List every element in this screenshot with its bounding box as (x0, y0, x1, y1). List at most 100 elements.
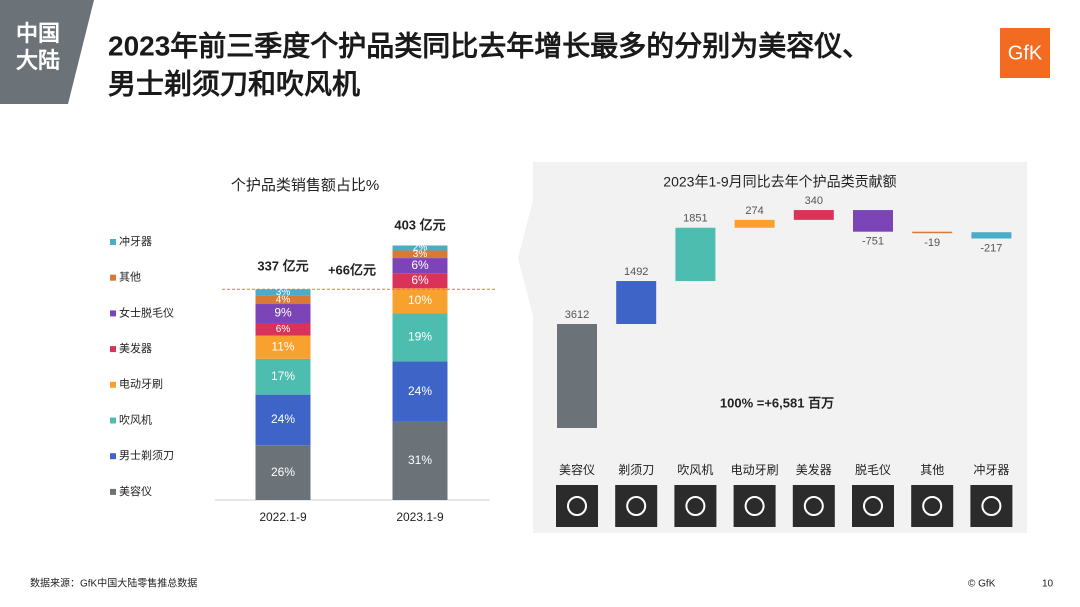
legend-label: 美发器 (119, 341, 152, 355)
source: 数据来源：GfK中国大陆零售推总数据 (30, 577, 197, 590)
x-tick-label: 冲牙器 (973, 462, 1009, 477)
x-tick-label: 2022.1-9 (259, 510, 307, 524)
legend-swatch (110, 381, 116, 388)
legend-label: 女士脱毛仪 (119, 305, 174, 319)
data-label: 26% (271, 465, 295, 479)
icon (970, 485, 1013, 527)
data-label: 6% (411, 273, 429, 287)
bar (734, 219, 775, 228)
data-label: -19 (924, 237, 940, 249)
bar (616, 281, 657, 324)
annotation: 100% =+6,581 百万 (720, 395, 834, 410)
data-label: 10% (408, 293, 432, 307)
icon-glyph (744, 496, 765, 516)
icon-glyph (981, 496, 1002, 516)
data-label: 274 (745, 205, 763, 217)
icon (792, 485, 835, 527)
bar (675, 227, 716, 282)
icon-glyph (803, 496, 824, 516)
legend-swatch (110, 239, 116, 245)
data-label: 340 (805, 195, 823, 207)
legend-swatch (110, 346, 116, 353)
tag: 大陆 (16, 48, 60, 73)
data-label: 1492 (624, 266, 648, 278)
title: 2023年前三季度个护品类同比去年增长最多的分别为美容仪、 (108, 29, 870, 61)
x-tick-label: 脱毛仪 (855, 462, 891, 477)
data-label: 3612 (565, 309, 589, 321)
copyright: © GfK (968, 579, 996, 590)
annotation: +66亿元 (328, 262, 376, 277)
data-label: 19% (408, 330, 432, 344)
chart-title: 2023年1-9月同比去年个护品类贡献额 (663, 174, 896, 190)
pointer (518, 200, 533, 316)
icon-glyph (863, 496, 883, 516)
bar-segment (255, 358, 311, 395)
logo: GfK (1008, 42, 1043, 64)
title: 男士剃须刀和吹风机 (108, 68, 360, 99)
data-label: 4% (276, 294, 291, 305)
total-label: 403 亿元 (394, 217, 445, 232)
bar-segment (255, 322, 311, 336)
icon (615, 485, 658, 527)
data-label: 2% (413, 243, 428, 254)
icon (733, 485, 776, 527)
x-tick-label: 电动牙刷 (731, 463, 779, 477)
data-label: 6% (411, 258, 429, 272)
data-label: 24% (271, 412, 295, 426)
data-label: 9% (274, 306, 292, 320)
legend-swatch (110, 453, 116, 460)
icon (556, 485, 598, 527)
data-label: 11% (271, 339, 294, 353)
icon-glyph (626, 496, 647, 516)
bar-segment (255, 394, 311, 446)
data-label: -217 (980, 242, 1002, 254)
page-number: 10 (1042, 579, 1054, 590)
legend-label: 男士剃须刀 (119, 449, 174, 462)
bar-segment (392, 313, 448, 362)
bar-segment (392, 245, 448, 251)
legend-label: 其他 (119, 271, 141, 284)
data-label: -751 (862, 236, 884, 248)
icon (852, 485, 894, 527)
x-tick-label: 其他 (920, 463, 944, 477)
icon (911, 485, 954, 527)
legend-swatch (110, 488, 116, 495)
data-label: 24% (408, 384, 432, 398)
bar-segment (255, 295, 311, 305)
data-label: 3% (413, 249, 428, 260)
legend-label: 冲牙器 (119, 234, 152, 248)
icon (674, 485, 717, 527)
bar (557, 324, 597, 428)
data-label: 6% (276, 324, 291, 335)
bar-segment (392, 250, 448, 259)
data-label: 1851 (683, 213, 707, 225)
legend-label: 电动牙刷 (119, 378, 163, 391)
x-tick-label: 剃须刀 (618, 463, 654, 477)
data-label: 31% (408, 453, 432, 467)
bar-segment (392, 273, 448, 289)
icon-glyph (567, 496, 587, 516)
x-tick-label: 美容仪 (559, 462, 595, 477)
bar-segment (255, 304, 311, 323)
legend-swatch (110, 310, 116, 317)
bar (793, 210, 834, 220)
panel (533, 162, 1027, 533)
x-tick-label: 吹风机 (677, 463, 713, 477)
chart-title: 个护品类销售额占比% (231, 177, 379, 194)
bar-segment (392, 361, 448, 422)
total-label: 337 亿元 (257, 259, 308, 274)
tag: 中国 (16, 21, 60, 46)
legend-label: 美容仪 (119, 484, 152, 498)
x-tick-label: 美发器 (796, 462, 832, 477)
data-label: 3% (276, 287, 291, 298)
bar (853, 210, 893, 232)
bar (971, 232, 1012, 239)
bar-segment (255, 445, 311, 500)
icon-glyph (922, 496, 943, 516)
bar-segment (255, 289, 311, 296)
bar-segment (392, 288, 448, 314)
bar-segment (392, 258, 448, 274)
legend-swatch (110, 274, 116, 281)
